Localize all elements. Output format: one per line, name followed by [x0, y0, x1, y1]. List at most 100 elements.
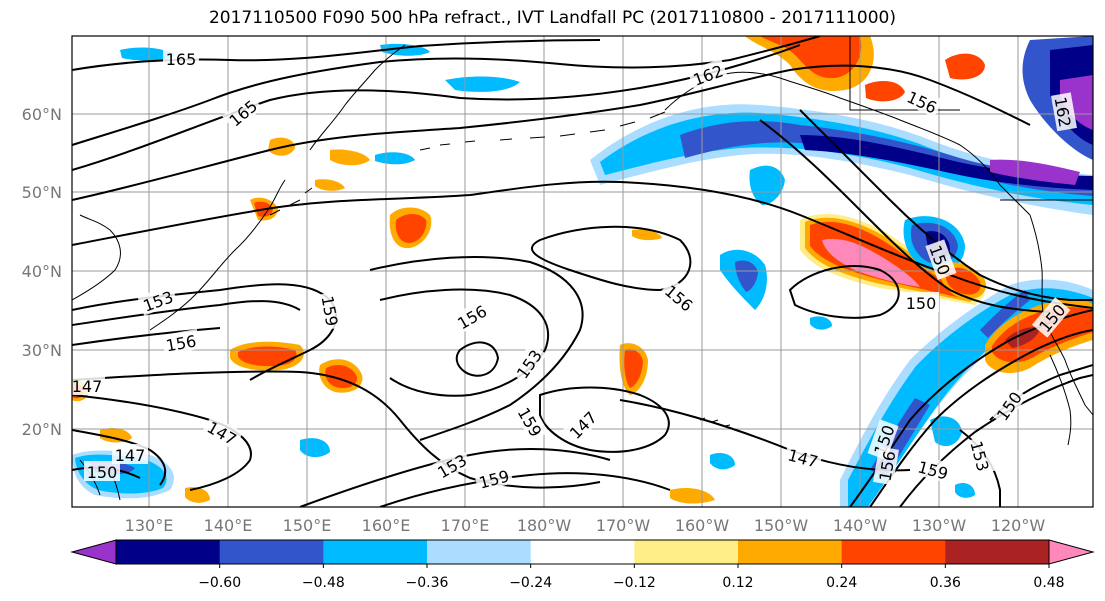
contour-label: 150 — [903, 292, 939, 313]
svg-text:150: 150 — [87, 463, 118, 482]
colorbar-tick-label: −0.60 — [198, 575, 241, 591]
colorbar-frame — [115, 539, 1050, 565]
shading-layer — [72, 36, 1093, 507]
longitude-label: 120°W — [991, 516, 1046, 535]
contour-156-oval — [455, 341, 500, 377]
longitude-label: 170°E — [441, 516, 490, 535]
shading-patch — [735, 260, 758, 292]
coastline-korea-china — [72, 214, 121, 301]
colorbar-segment — [530, 540, 635, 564]
svg-text:147: 147 — [72, 377, 103, 396]
shading-patch — [315, 179, 345, 191]
longitude-labels: 130°E 140°E 150°E 160°E 170°E 180°W 170°W 160°W… — [125, 516, 1046, 535]
colorbar-segment — [70, 539, 117, 565]
colorbar — [70, 539, 1095, 565]
colorbar-tick-label: 0.48 — [1033, 575, 1064, 591]
shading-patch — [632, 229, 662, 241]
longitude-label: 160°E — [362, 516, 411, 535]
contour-sw-147 — [72, 429, 167, 486]
shading-patch — [710, 453, 735, 470]
svg-text:147: 147 — [115, 446, 146, 465]
shading-patch — [445, 76, 520, 92]
colorbar-tick-label: 0.36 — [930, 575, 961, 591]
contour-147-mid — [539, 386, 670, 453]
shading-patch — [945, 53, 985, 80]
latitude-labels: 60°N 50°N 40°N 30°N 20°N — [22, 105, 62, 439]
colorbar-tick-label: 0.24 — [826, 575, 857, 591]
shading-patch — [930, 416, 962, 447]
contour-label: 165 — [163, 48, 199, 69]
shading-patch — [865, 80, 905, 102]
longitude-label: 150°W — [754, 516, 809, 535]
longitude-label: 150°E — [283, 516, 332, 535]
colorbar-segment — [1048, 539, 1095, 565]
colorbar-tick-label: 0.12 — [722, 575, 753, 591]
coastline-kurils — [269, 187, 313, 216]
shading-patch — [992, 307, 1093, 363]
colorbar-segment — [738, 540, 843, 564]
shading-patch — [395, 214, 427, 244]
shading-patch — [238, 346, 297, 367]
contour-label: 147 — [69, 375, 105, 396]
coastline-aleutians — [419, 111, 666, 151]
shading-patch — [955, 483, 975, 498]
contour-159-south — [379, 472, 671, 507]
colorbar-segment — [219, 540, 324, 564]
map-title: 2017110500 F090 500 hPa refract., IVT La… — [208, 8, 896, 28]
longitude-label: 170°W — [596, 516, 651, 535]
contour-156-west — [72, 327, 221, 346]
latitude-label: 30°N — [22, 341, 62, 360]
shading-patch — [990, 159, 1080, 185]
contour-label: 147 — [112, 444, 148, 465]
svg-text:150: 150 — [906, 294, 937, 313]
contour-159-se — [899, 374, 1093, 507]
longitude-label: 130°W — [912, 516, 967, 535]
contour-156-north — [72, 64, 1031, 201]
shading-patch — [810, 316, 832, 330]
contour-label: 156 — [873, 446, 900, 486]
shading-patch — [1060, 75, 1093, 130]
longitude-label: 180°W — [517, 516, 572, 535]
shading-patch — [100, 427, 132, 443]
contour-label: 156 — [161, 329, 201, 356]
shading-patch — [375, 152, 415, 165]
longitude-label: 140°E — [204, 516, 253, 535]
longitude-label: 140°W — [833, 516, 888, 535]
shading-patch — [120, 47, 175, 61]
colorbar-segment — [427, 540, 532, 564]
longitude-label: 160°W — [675, 516, 730, 535]
colorbar-tick-label: −0.24 — [509, 575, 552, 591]
colorbar-tick-labels: −0.60 −0.48 −0.36 −0.24 −0.12 0.12 0.24 0.36 0.4… — [198, 564, 1065, 591]
colorbar-tick-label: −0.36 — [406, 575, 449, 591]
contour-mid-156 — [379, 288, 550, 397]
shading-patch — [822, 238, 920, 287]
contour-153-south — [299, 447, 611, 507]
coastline-japan — [149, 179, 286, 331]
contour-east-loop — [788, 265, 900, 319]
colorbar-segment — [634, 540, 739, 564]
contour-156-se — [869, 329, 1093, 507]
contour-162 — [72, 44, 801, 171]
contour-150-trough — [799, 109, 1093, 301]
colorbar-segment — [841, 540, 946, 564]
contour-150-mid — [72, 370, 601, 489]
contour-150-east — [759, 119, 1051, 313]
shading-patch — [749, 165, 785, 205]
coastline-baja — [1049, 354, 1072, 446]
contour-165-north — [72, 39, 601, 71]
svg-text:165: 165 — [166, 50, 197, 69]
contour-labels-layer: 1651651621561591621561561531561591501531… — [69, 48, 1077, 493]
shading-patch — [624, 349, 643, 388]
contour-153-west — [72, 300, 301, 326]
shading-patch — [810, 221, 970, 299]
shading-patch — [330, 149, 370, 166]
latitude-label: 20°N — [22, 420, 62, 439]
contour-lines — [72, 36, 1093, 507]
shading-patch — [945, 267, 981, 295]
shading-patch — [670, 488, 715, 504]
shading-patch — [1005, 327, 1040, 348]
contour-165-arc — [72, 36, 821, 146]
contour-153-mid — [369, 255, 584, 441]
latitude-label: 40°N — [22, 262, 62, 281]
